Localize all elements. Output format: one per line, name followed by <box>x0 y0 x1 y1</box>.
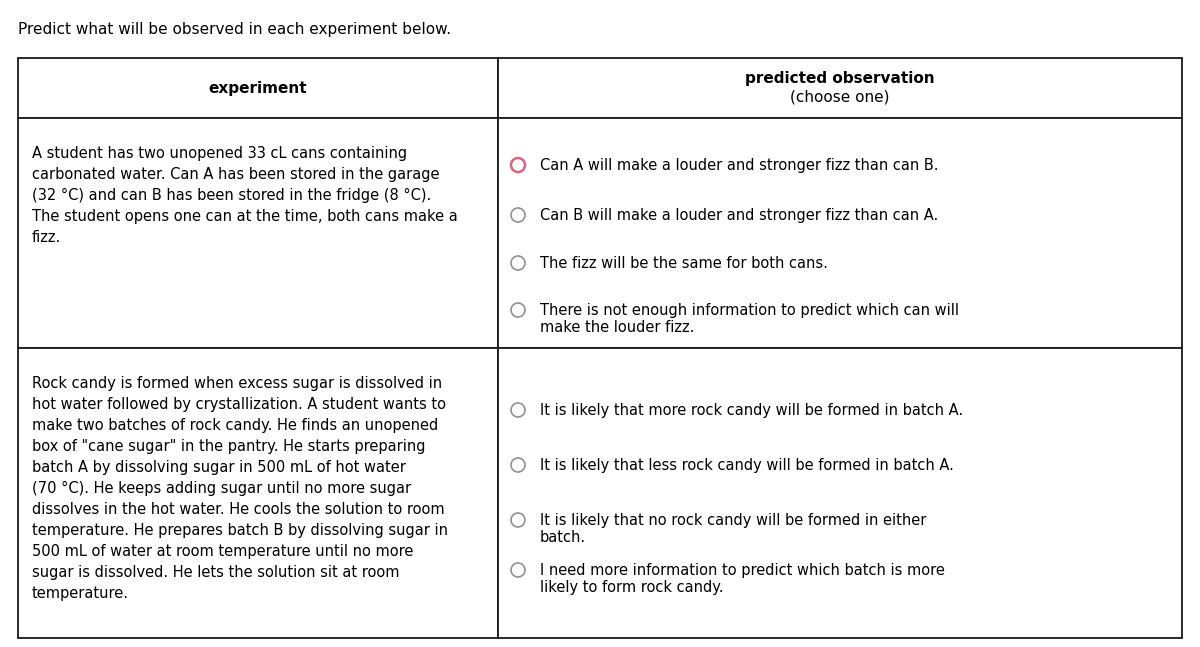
Text: predicted observation: predicted observation <box>745 72 935 87</box>
Text: Rock candy is formed when excess sugar is dissolved in
hot water followed by cry: Rock candy is formed when excess sugar i… <box>32 376 448 601</box>
Text: Can B will make a louder and stronger fizz than can A.: Can B will make a louder and stronger fi… <box>540 208 938 223</box>
Text: The fizz will be the same for both cans.: The fizz will be the same for both cans. <box>540 256 828 271</box>
Text: It is likely that no rock candy will be formed in either: It is likely that no rock candy will be … <box>540 513 926 528</box>
Text: A student has two unopened 33 cL cans containing
carbonated water. Can A has bee: A student has two unopened 33 cL cans co… <box>32 146 457 245</box>
Text: I need more information to predict which batch is more: I need more information to predict which… <box>540 563 944 578</box>
Text: Predict what will be observed in each experiment below.: Predict what will be observed in each ex… <box>18 22 451 37</box>
Text: It is likely that less rock candy will be formed in batch A.: It is likely that less rock candy will b… <box>540 458 954 473</box>
Bar <box>18 348 498 638</box>
Bar <box>498 348 1182 638</box>
Bar <box>18 118 498 348</box>
Text: experiment: experiment <box>209 80 307 96</box>
Text: (choose one): (choose one) <box>791 89 889 105</box>
Text: Can A will make a louder and stronger fizz than can B.: Can A will make a louder and stronger fi… <box>540 158 938 173</box>
Text: There is not enough information to predict which can will: There is not enough information to predi… <box>540 303 959 318</box>
Bar <box>498 58 1182 118</box>
Bar <box>498 118 1182 348</box>
Bar <box>18 58 498 118</box>
Text: make the louder fizz.: make the louder fizz. <box>540 320 695 335</box>
Text: batch.: batch. <box>540 530 586 545</box>
Text: likely to form rock candy.: likely to form rock candy. <box>540 580 724 595</box>
Text: It is likely that more rock candy will be formed in batch A.: It is likely that more rock candy will b… <box>540 403 964 418</box>
